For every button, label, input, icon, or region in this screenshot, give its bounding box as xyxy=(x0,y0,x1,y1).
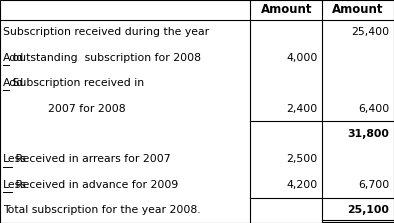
Text: 6,400: 6,400 xyxy=(358,104,389,114)
Text: Add: Add xyxy=(3,53,24,63)
Text: 31,800: 31,800 xyxy=(348,129,389,139)
Text: Received in arrears for 2007: Received in arrears for 2007 xyxy=(11,155,170,164)
Text: Subscription received in: Subscription received in xyxy=(9,78,145,88)
Text: 2,500: 2,500 xyxy=(286,155,318,164)
Text: Add: Add xyxy=(3,78,24,88)
Text: 25,100: 25,100 xyxy=(348,205,389,215)
Text: 2007 for 2008: 2007 for 2008 xyxy=(48,104,126,114)
Text: 4,200: 4,200 xyxy=(286,180,318,190)
Text: Received in advance for 2009: Received in advance for 2009 xyxy=(11,180,178,190)
Text: Amount: Amount xyxy=(260,3,312,16)
Text: 25,400: 25,400 xyxy=(351,27,389,37)
Text: Amount: Amount xyxy=(333,3,384,16)
Text: Total subscription for the year 2008.: Total subscription for the year 2008. xyxy=(3,205,201,215)
Text: outstanding  subscription for 2008: outstanding subscription for 2008 xyxy=(9,53,201,63)
Text: Less: Less xyxy=(3,155,27,164)
Text: 6,700: 6,700 xyxy=(358,180,389,190)
Text: Less: Less xyxy=(3,180,27,190)
Text: 4,000: 4,000 xyxy=(286,53,318,63)
Text: Subscription received during the year: Subscription received during the year xyxy=(3,27,209,37)
Text: 2,400: 2,400 xyxy=(286,104,318,114)
